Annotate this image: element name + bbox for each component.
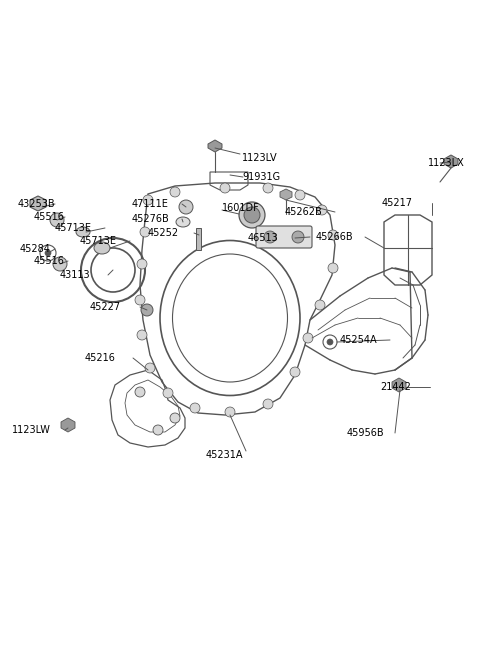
Text: 1123LX: 1123LX [428, 158, 465, 168]
Circle shape [50, 213, 64, 227]
Circle shape [303, 333, 313, 343]
Circle shape [244, 207, 260, 223]
Circle shape [315, 300, 325, 310]
Text: 45516: 45516 [34, 212, 65, 222]
Text: 45956B: 45956B [347, 428, 384, 438]
Text: 45217: 45217 [382, 198, 413, 208]
Circle shape [327, 339, 333, 345]
Circle shape [143, 195, 153, 205]
Circle shape [190, 403, 200, 413]
Circle shape [163, 388, 173, 398]
Ellipse shape [176, 217, 190, 227]
Circle shape [264, 231, 276, 243]
Text: 45254A: 45254A [340, 335, 378, 345]
Circle shape [295, 190, 305, 200]
Circle shape [179, 200, 193, 214]
Circle shape [292, 231, 304, 243]
Circle shape [45, 250, 51, 256]
Circle shape [328, 230, 338, 240]
Circle shape [170, 413, 180, 423]
Circle shape [220, 183, 230, 193]
Circle shape [135, 387, 145, 397]
Text: 1123LV: 1123LV [242, 153, 277, 163]
Circle shape [328, 263, 338, 273]
Circle shape [263, 399, 273, 409]
Text: 43253B: 43253B [18, 199, 56, 209]
Text: 45231A: 45231A [206, 450, 243, 460]
Text: 46513: 46513 [248, 233, 279, 243]
Text: 45516: 45516 [34, 256, 65, 266]
Circle shape [225, 407, 235, 417]
Circle shape [239, 202, 265, 228]
Polygon shape [208, 140, 222, 152]
Circle shape [170, 187, 180, 197]
Circle shape [317, 205, 327, 215]
Circle shape [135, 295, 145, 305]
Polygon shape [444, 155, 458, 168]
Text: 21442: 21442 [380, 382, 411, 392]
Polygon shape [392, 378, 406, 392]
Text: 45262B: 45262B [285, 207, 323, 217]
Circle shape [263, 183, 273, 193]
Circle shape [141, 304, 153, 316]
Text: 1601DF: 1601DF [222, 203, 260, 213]
Text: 45216: 45216 [85, 353, 116, 363]
Text: 45713E: 45713E [55, 223, 92, 233]
Polygon shape [280, 189, 292, 200]
Circle shape [53, 257, 67, 271]
Circle shape [140, 227, 150, 237]
Circle shape [290, 367, 300, 377]
Circle shape [137, 330, 147, 340]
Text: 43113: 43113 [60, 270, 91, 280]
Bar [196, 228, 201, 250]
FancyBboxPatch shape [256, 226, 312, 248]
Text: 45266B: 45266B [316, 232, 354, 242]
Text: 91931G: 91931G [242, 172, 280, 182]
Polygon shape [30, 196, 46, 211]
Circle shape [153, 425, 163, 435]
Text: 45713E: 45713E [80, 236, 117, 246]
Text: 45276B: 45276B [132, 214, 170, 224]
Circle shape [145, 363, 155, 373]
Circle shape [137, 259, 147, 269]
Text: 47111E: 47111E [132, 199, 169, 209]
Text: 45284: 45284 [20, 244, 51, 254]
Polygon shape [61, 418, 75, 432]
Text: 45252: 45252 [148, 228, 179, 238]
Text: 45227: 45227 [90, 302, 121, 312]
Ellipse shape [76, 227, 90, 237]
Text: 1123LW: 1123LW [12, 425, 51, 435]
Ellipse shape [94, 242, 110, 254]
